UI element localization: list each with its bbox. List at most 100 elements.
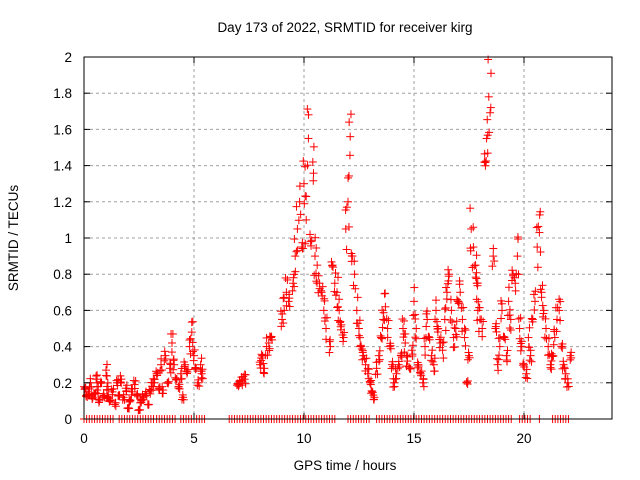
data-point [483,149,492,158]
data-point [562,382,571,391]
data-point [480,157,489,166]
data-point [504,283,513,292]
data-point [186,334,195,343]
data-point [379,308,388,317]
data-point [136,406,145,415]
y-tick-label: 1.2 [53,195,72,210]
data-point [188,317,197,326]
data-point [517,337,526,346]
data-point [533,243,542,252]
x-tick-label: 0 [80,431,88,446]
data-point [518,361,527,370]
data-point [193,381,202,390]
data-point [528,317,537,326]
data-point [290,282,299,291]
data-point [401,338,410,347]
data-point [386,339,395,348]
data-point [305,230,314,239]
data-point [499,332,508,341]
data-point [526,346,535,355]
data-point [549,351,558,360]
data-point [302,215,311,224]
data-point [341,205,350,214]
data-point [455,280,464,289]
data-point [278,309,287,318]
data-point [503,346,512,355]
data-point [563,374,572,383]
data-point [115,391,124,400]
data-point [291,252,300,261]
data-point [303,105,312,114]
data-point [353,293,362,302]
data-point [411,333,420,342]
data-point [516,339,525,348]
data-point [351,284,360,293]
y-tick-label: 0.2 [53,376,72,391]
data-point [464,348,473,357]
y-tick-label: 0 [64,412,72,427]
data-point [432,306,440,315]
data-point [495,342,504,351]
data-point [423,307,432,316]
data-point [156,366,165,375]
data-point [331,268,340,277]
data-point [259,359,268,368]
data-point [471,273,480,282]
data-point [523,374,532,383]
data-point [345,151,354,160]
data-point [497,296,506,305]
data-point [465,353,474,362]
data-point [356,341,365,350]
labels-layer: 00.20.40.60.811.21.41.61.820 5 10 15 20 [53,50,531,446]
data-point [190,345,199,354]
data-point [309,142,318,151]
data-point [550,333,559,342]
data-point [538,301,547,310]
data-point [189,356,198,365]
data-point [102,371,111,380]
data-point [130,384,139,393]
data-point [521,373,530,382]
data-point [402,351,411,360]
data-point [439,338,448,347]
data-point [179,395,188,404]
data-point [403,352,412,361]
data-point [544,342,553,351]
y-axis-title: SRMTID / TECUs [6,185,21,292]
data-point [354,331,363,340]
data-point [440,315,449,324]
data-point [495,351,504,360]
data-point [234,382,243,391]
data-point [567,348,576,357]
data-point [240,370,249,379]
data-point [180,357,189,366]
y-tick-label: 0.4 [53,340,72,355]
data-point [326,335,335,344]
data-point [408,341,417,350]
data-point [383,324,392,333]
data-point [311,252,319,261]
data-point [292,202,301,211]
data-point [297,243,306,252]
data-point [149,374,158,383]
data-point [379,315,388,324]
data-point [438,346,447,355]
data-point [486,108,495,117]
data-point [487,69,495,78]
data-point [441,326,450,335]
data-point [412,324,421,333]
data-point [329,263,338,272]
data-point [555,306,564,315]
data-point [514,270,523,279]
data-point [358,348,367,357]
data-point [288,286,297,295]
data-point [489,244,498,253]
data-point [125,404,134,413]
data-point [473,279,482,288]
data-point [423,315,432,324]
data-point [307,241,316,250]
data-point [502,351,511,360]
data-point [102,360,111,369]
data-point [325,337,334,346]
data-point [534,222,543,231]
